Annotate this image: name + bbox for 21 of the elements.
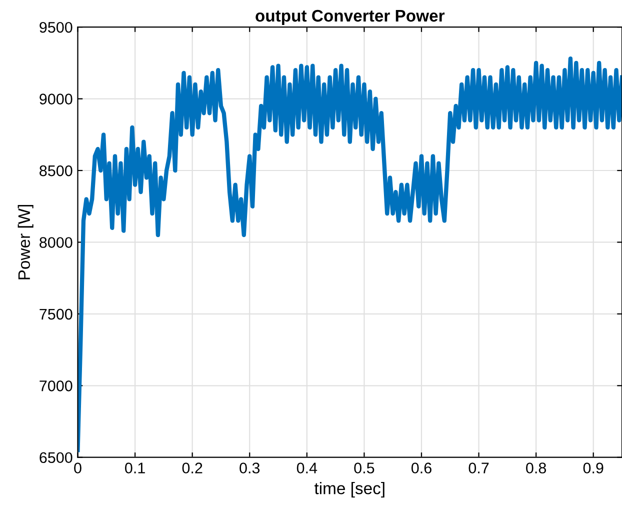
x-tick-label: 0.5 xyxy=(354,462,374,474)
y-tick-label: 9000 xyxy=(40,94,72,104)
y-tick-label: 9500 xyxy=(40,22,72,33)
y-axis-title: Power [W] xyxy=(18,204,34,280)
x-tick-label: 0.3 xyxy=(240,462,260,474)
x-tick-label: 0.4 xyxy=(296,462,318,474)
x-tick-label: 0.9 xyxy=(583,462,604,474)
y-tick-label: 8000 xyxy=(40,237,72,248)
y-tick-label: 8500 xyxy=(40,165,72,176)
x-axis-title: time [sec] xyxy=(314,482,384,498)
y-tick-label: 7000 xyxy=(40,380,72,392)
x-tick-label: 0.7 xyxy=(468,462,489,474)
x-tick-label: 0 xyxy=(74,462,82,474)
line-series xyxy=(78,56,622,452)
y-tick-label: 6500 xyxy=(40,452,72,464)
x-tick-label: 0.2 xyxy=(182,462,202,474)
y-tick-label: 7500 xyxy=(40,308,72,320)
x-tick-label: 0.8 xyxy=(526,462,546,474)
x-tick-label: 0.1 xyxy=(125,462,145,474)
x-tick-label: 0.6 xyxy=(411,462,432,474)
chart-title: output Converter Power xyxy=(256,10,445,25)
